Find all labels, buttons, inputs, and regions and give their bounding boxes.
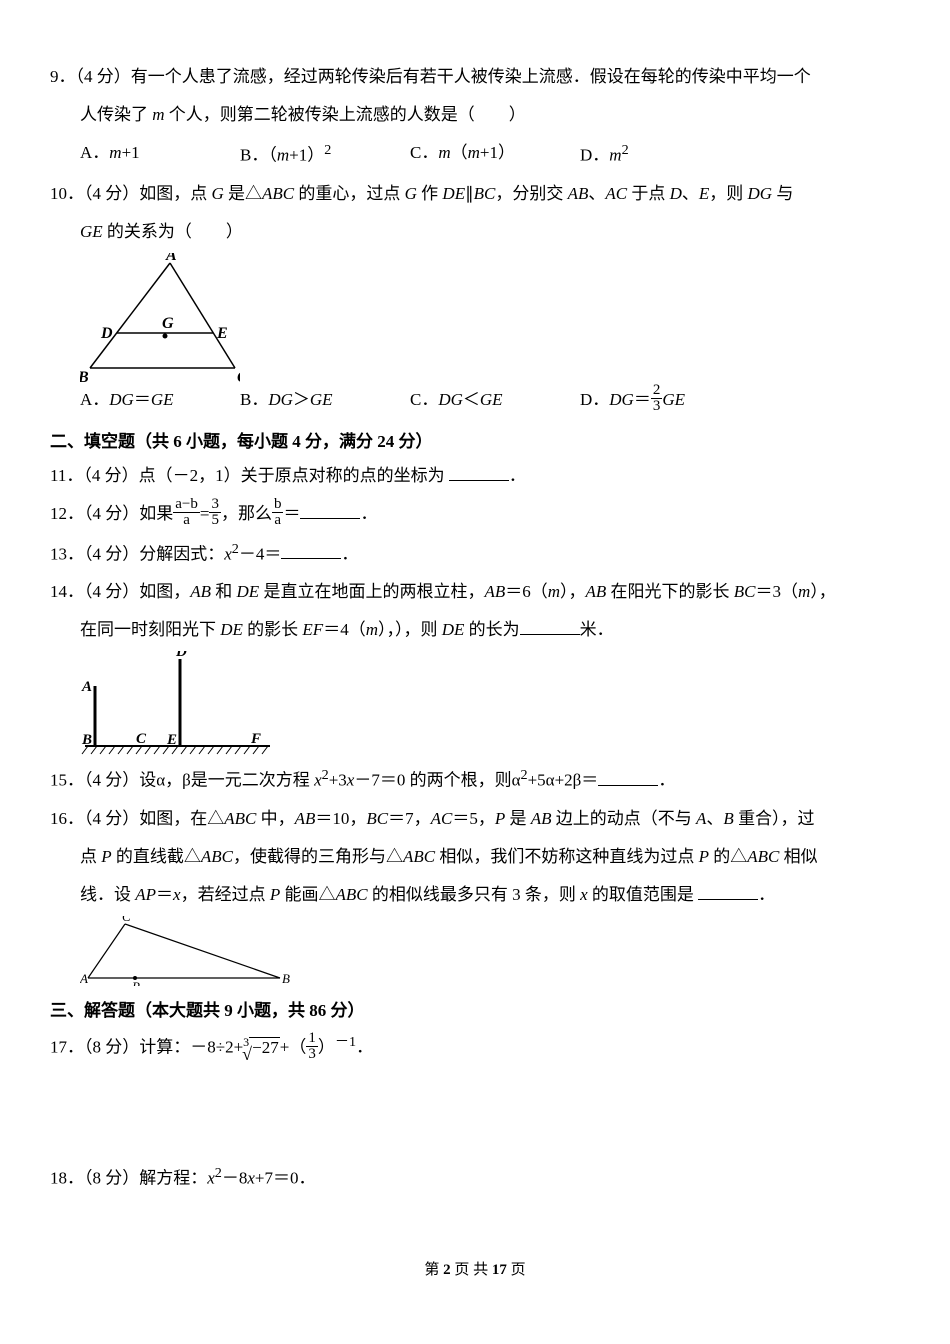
blank [598, 768, 658, 786]
svg-text:C: C [136, 731, 147, 747]
q10-line2: GE 的关系为（ ） [50, 215, 900, 249]
q9-text1: 有一个人患了流感，经过两轮传染后有若干人被传染上流感．假设在每轮的传染中平均一个 [131, 67, 811, 86]
page-footer: 第 2 页 共 17 页 [50, 1255, 900, 1285]
question-18: 18．（8 分）解方程：x2－8x+7＝0． [50, 1159, 900, 1196]
question-9: 9．（4 分）有一个人患了流感，经过两轮传染后有若干人被传染上流感．假设在每轮的… [50, 60, 900, 94]
svg-text:B: B [80, 369, 89, 383]
blank [281, 541, 341, 559]
svg-text:E: E [166, 732, 177, 748]
section-2-title: 二、填空题（共 6 小题，每小题 4 分，满分 24 分） [50, 425, 900, 459]
q9-optA: A．m+1 [80, 136, 240, 173]
svg-text:F: F [250, 731, 261, 747]
svg-text:D: D [175, 651, 187, 660]
blank [698, 882, 758, 900]
svg-text:E: E [216, 325, 228, 342]
q9-line2: 人传染了 m 个人，则第二轮被传染上流感的人数是（ ） [50, 98, 900, 132]
svg-text:D: D [100, 325, 113, 342]
q9-num: 9．（4 分） [50, 67, 131, 86]
q16-figure: A B C P [50, 916, 900, 986]
question-16: 16．（4 分）如图，在△ABC 中，AB＝10，BC＝7，AC＝5，P 是 A… [50, 802, 900, 836]
blank [449, 463, 509, 481]
svg-text:A: A [165, 253, 177, 264]
question-13: 13．（4 分）分解因式：x2－4＝． [50, 535, 900, 572]
blank [300, 501, 360, 519]
q14-figure: A B C D E F [50, 651, 900, 761]
q10-options: A．DG＝GE B．DG＞GE C．DG＜GE D．DG＝23GE [50, 383, 900, 417]
q10-optB: B．DG＞GE [240, 383, 410, 417]
question-15: 15．（4 分）设α，β是一元二次方程 x2+3x－7＝0 的两个根，则α2+5… [50, 761, 900, 798]
q10-optA: A．DG＝GE [80, 383, 240, 417]
svg-text:C: C [122, 916, 131, 924]
question-12: 12．（4 分）如果a−ba=35，那么ba＝． [50, 497, 900, 531]
svg-text:A: A [80, 971, 88, 986]
question-14: 14．（4 分）如图，AB 和 DE 是直立在地面上的两根立柱，AB＝6（m），… [50, 575, 900, 609]
question-10: 10．（4 分）如图，点 G 是△ABC 的重心，过点 G 作 DE∥BC，分别… [50, 177, 900, 211]
blank [520, 617, 580, 635]
q9-optD: D．m2 [580, 136, 629, 173]
q10-figure: A B C D E G [50, 253, 900, 383]
q9-options: A．m+1 B．（m+1）2 C．m（m+1） D．m2 [50, 136, 900, 173]
question-17: 17．（8 分）计算：－8÷2+3√−27+（13）－1． [50, 1028, 900, 1065]
svg-text:P: P [131, 979, 140, 986]
svg-text:C: C [237, 369, 240, 383]
q9-optC: C．m（m+1） [410, 136, 580, 173]
question-11: 11．（4 分）点（－2，1）关于原点对称的点的坐标为 ． [50, 459, 900, 493]
q16-line3: 线．设 AP＝x，若经过点 P 能画△ABC 的相似线最多只有 3 条，则 x … [50, 878, 900, 912]
svg-text:B: B [282, 971, 290, 986]
svg-text:A: A [81, 679, 92, 695]
svg-text:B: B [81, 732, 92, 748]
q14-line2: 在同一时刻阳光下 DE 的影长 EF＝4（m），），则 DE 的长为米． [50, 613, 900, 647]
q10-optD: D．DG＝23GE [580, 383, 685, 417]
q10-optC: C．DG＜GE [410, 383, 580, 417]
svg-text:G: G [162, 315, 174, 332]
q16-line2: 点 P 的直线截△ABC，使截得的三角形与△ABC 相似，我们不妨称这种直线为过… [50, 840, 900, 874]
section-3-title: 三、解答题（本大题共 9 小题，共 86 分） [50, 994, 900, 1028]
q9-optB: B．（m+1）2 [240, 136, 410, 173]
